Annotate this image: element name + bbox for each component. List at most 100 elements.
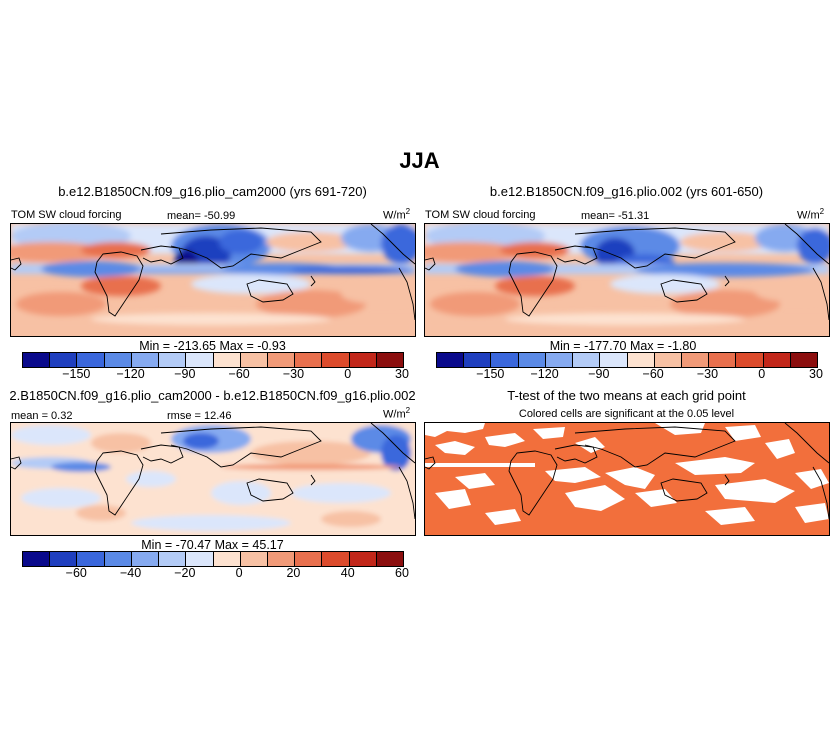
colorbar-swatch [159,552,187,566]
colorbar-swatch [186,353,214,367]
colorbar-swatch [790,353,818,367]
panel1-map [10,223,416,337]
colorbar-swatch [437,353,465,367]
colorbar-swatch [240,353,268,367]
panel3-colorbar-ticks: −60 −40 −20 0 20 40 60 [22,566,409,580]
colorbar-swatch [131,552,160,566]
panel4-field [425,423,829,525]
colorbar-swatch [213,552,241,566]
colorbar-tick-label: −150 [476,367,505,381]
colorbar-tick-label: 0 [235,566,243,580]
panel4-coastlines [425,423,829,520]
colorbar-tick-label: −20 [174,566,196,580]
colorbar-swatch [186,552,214,566]
panel1-colorbar [22,352,404,368]
colorbar-tick-label: 60 [395,566,409,580]
colorbar-swatch [77,353,105,367]
colorbar-tick-label: −60 [228,367,250,381]
panel4-nonsignificant-cells [425,423,829,525]
panel3-units: W/m2 [383,406,411,421]
panel4-title: T-test of the two means at each grid poi… [507,388,746,403]
colorbar-tick-label: −30 [696,367,719,381]
colorbar-tick-label: 30 [395,367,409,381]
panel3-field [11,423,415,535]
panel3-map [10,422,416,536]
colorbar-swatch [600,353,628,367]
colorbar-tick-label: 40 [340,566,355,580]
colorbar-swatch [267,552,296,566]
panel3-coastlines [11,423,415,520]
panel2-title: b.e12.B1850CN.f09_g16.plio.002 (yrs 601-… [489,184,764,199]
colorbar-swatch [213,353,241,367]
colorbar-swatch [159,353,187,367]
colorbar-swatch [376,552,404,566]
colorbar-swatch [295,353,323,367]
colorbar-tick-label: −90 [588,367,610,381]
colorbar-swatch [491,353,519,367]
colorbar-tick-label: −60 [642,367,664,381]
colorbar-swatch [349,552,377,566]
colorbar-swatch [240,552,268,566]
colorbar-swatch [763,353,791,367]
colorbar-swatch [50,353,78,367]
colorbar-tick-label: 20 [286,566,301,580]
colorbar-tick-label: −40 [119,566,142,580]
colorbar-swatch [50,552,78,566]
panel3-colorbar [22,551,404,567]
panel1-coastlines [11,224,415,321]
panel2-mean: mean= -51.31 [581,210,650,222]
colorbar-swatch [464,353,492,367]
colorbar-swatch [104,552,132,566]
panel3-title: 2.B1850CN.f09_g16.plio_cam2000 - b.e12.B… [9,388,416,403]
panel3-minmax: Min = -70.47 Max = 45.17 [120,538,305,552]
colorbar-swatch [77,552,105,566]
colorbar-swatch [104,353,132,367]
panel1-units: W/m2 [383,207,411,222]
colorbar-swatch [573,353,601,367]
colorbar-swatch [681,353,710,367]
colorbar-swatch [518,353,546,367]
colorbar-swatch [131,353,160,367]
colorbar-swatch [267,353,296,367]
colorbar-swatch [709,353,737,367]
panel1-field [11,224,415,336]
colorbar-tick-label: −30 [282,367,305,381]
colorbar-tick-label: −120 [116,367,145,381]
panel3-rmse: rmse = 12.46 [167,410,232,422]
colorbar-swatch [322,353,350,367]
colorbar-tick-label: −120 [530,367,559,381]
colorbar-swatch [295,552,323,566]
panel2-colorbar-ticks: −150 −120 −90 −60 −30 0 30 [436,367,823,381]
panel1-colorbar-ticks: −150 −120 −90 −60 −30 0 30 [22,367,409,381]
panel2-coastlines [425,224,829,321]
panel2-map [424,223,830,337]
colorbar-swatch [654,353,682,367]
panel2-field [425,224,829,336]
colorbar-swatch [23,353,51,367]
colorbar-tick-label: 0 [758,367,766,381]
panel2-colorbar [436,352,818,368]
panel3-mean: mean = 0.32 [11,410,73,422]
colorbar-swatch [545,353,574,367]
colorbar-swatch [376,353,404,367]
panel1-title: b.e12.B1850CN.f09_g16.plio_cam2000 (yrs … [58,184,367,199]
panel2-variable: TOM SW cloud forcing [425,209,536,221]
panel1-minmax: Min = -213.65 Max = -0.93 [120,339,305,353]
colorbar-swatch [627,353,655,367]
panel1-mean: mean= -50.99 [167,210,236,222]
panel1-variable: TOM SW cloud forcing [11,209,122,221]
colorbar-swatch [23,552,51,566]
colorbar-swatch [349,353,377,367]
colorbar-tick-label: −60 [65,566,87,580]
colorbar-tick-label: −150 [62,367,91,381]
figure-title: JJA [399,148,440,173]
colorbar-tick-label: 0 [344,367,352,381]
colorbar-tick-label: 30 [809,367,823,381]
panel4-subtitle: Colored cells are significant at the 0.0… [518,408,735,420]
colorbar-swatch [736,353,764,367]
colorbar-tick-label: −90 [174,367,196,381]
colorbar-swatch [322,552,350,566]
panel2-minmax: Min = -177.70 Max = -1.80 [518,339,728,353]
panel2-units: W/m2 [797,207,825,222]
panel4-map [424,422,830,536]
